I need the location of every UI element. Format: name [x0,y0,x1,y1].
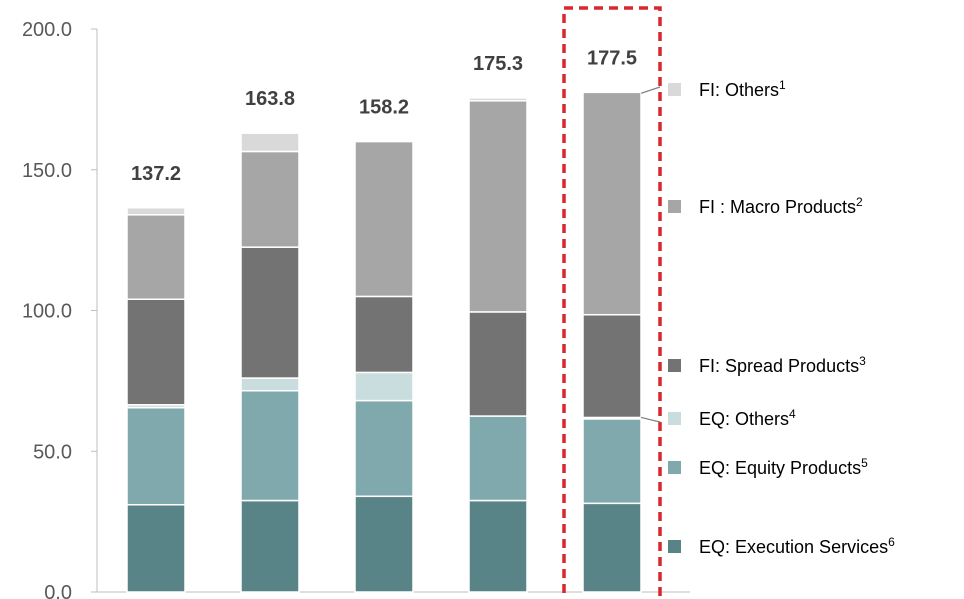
bar-segment [126,503,186,593]
legend: FI: Others1 FI : Macro Products2 FI: Sprea… [668,78,895,557]
bar-segment [240,150,300,248]
legend-superscript: 2 [856,195,863,209]
legend-superscript: 6 [888,535,895,549]
bar-segment [468,415,528,502]
legend-swatch [668,412,681,425]
total-label: 158.2 [359,97,409,119]
bar-segment [582,418,642,505]
bar-segment [468,499,528,593]
total-labels: 137.2 163.8 158.2 175.3 177.5 [131,47,637,184]
bar-segment [126,406,186,506]
legend-superscript: 3 [859,354,866,368]
legend-label: FI: Others1 [699,78,786,100]
bar-segment [468,97,528,102]
bar-segment [240,132,300,153]
bar-segment [582,313,642,419]
legend-swatch [668,461,681,474]
bars [126,91,642,593]
legend-swatch [668,359,681,372]
highlight-box [562,6,662,599]
total-label: 175.3 [473,53,523,75]
bar-segment [240,389,300,502]
leader-line [640,416,661,423]
legend-label: FI : Macro Products2 [699,195,863,217]
bar-segment [240,377,300,392]
bar-segment [582,502,642,593]
legend-label: EQ: Equity Products5 [699,456,868,478]
legend-label: EQ: Execution Services6 [699,535,895,557]
leader-line [640,86,661,94]
bar-segment [468,311,528,417]
total-label: 177.5 [587,47,637,69]
bar-segment [126,214,186,300]
y-tick-label: 0.0 [44,582,72,599]
bar-segment [354,371,414,402]
bar-segment [126,298,186,406]
legend-swatch [668,200,681,213]
bar-segment [354,140,414,298]
bar-segment [468,100,528,313]
bar-segment [126,207,186,216]
y-tick-label: 150.0 [22,160,72,182]
legend-superscript: 5 [861,456,868,470]
bar-segment [240,499,300,593]
y-tick-label: 200.0 [22,19,72,41]
bar-segment [240,246,300,379]
bar-segment [354,495,414,593]
total-label: 163.8 [245,88,295,110]
y-tick-label: 100.0 [22,301,72,323]
bar-segment [582,91,642,316]
legend-superscript: 1 [779,78,786,92]
legend-swatch [668,540,681,553]
bar-segment [354,295,414,374]
highlight-rect [562,6,662,599]
y-axis: 0.0 50.0 100.0 150.0 200.0 [22,19,690,599]
legend-label: EQ: Others4 [699,407,796,429]
legend-superscript: 4 [789,407,796,421]
legend-swatch [668,83,681,96]
total-label: 137.2 [131,163,181,185]
y-tick-label: 50.0 [33,441,72,463]
bar-segment [354,399,414,498]
legend-label: FI: Spread Products3 [699,354,866,376]
